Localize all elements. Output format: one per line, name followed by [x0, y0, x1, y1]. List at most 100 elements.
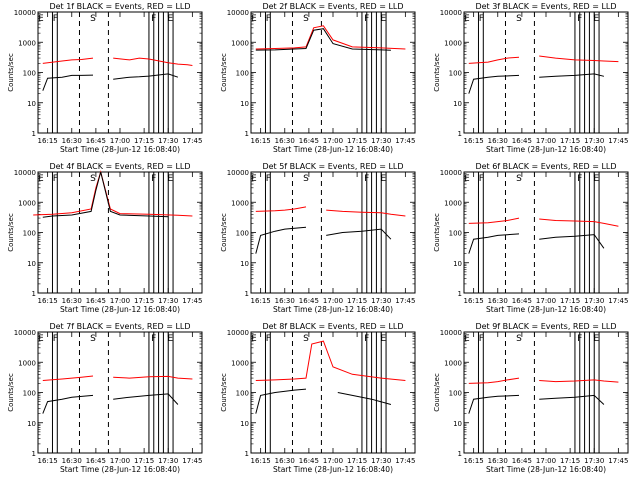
x-tick-label: 16:45 [86, 457, 106, 465]
events-series-line [255, 226, 307, 254]
events-series-line [255, 388, 307, 414]
interval-marker: E [593, 334, 599, 344]
events-series-line [326, 228, 392, 240]
x-tick-label: 17:15 [560, 457, 580, 465]
interval-marker: S [516, 334, 522, 344]
events-series-line [113, 393, 179, 405]
x-tick-label: 16:15 [464, 137, 484, 145]
panel-title: Det 2f BLACK = Events, RED = LLD [262, 2, 403, 11]
y-tick-label: 1000 [18, 39, 36, 47]
y-tick-label: 1 [245, 290, 249, 298]
panel-title: Det 7f BLACK = Events, RED = LLD [49, 322, 190, 331]
x-tick-label: 17:00 [536, 137, 556, 145]
lld-series-line [326, 209, 406, 217]
x-tick-label: 16:30 [275, 457, 295, 465]
y-axis-label: Counts/sec [433, 373, 441, 412]
x-tick-label: 17:15 [347, 297, 367, 305]
y-tick-label: 10000 [14, 329, 36, 337]
lld-series-line [539, 218, 619, 227]
interval-marker: F [53, 174, 58, 184]
y-tick-label: 100 [23, 70, 36, 78]
events-series-line [255, 28, 391, 51]
y-tick-label: 1000 [444, 199, 462, 207]
x-tick-label: 17:00 [110, 137, 130, 145]
events-series-line [42, 74, 94, 91]
interval-marker: F [151, 14, 156, 24]
interval-marker: S [303, 174, 309, 184]
x-axis-label: Start Time (28-Jun-12 16:08:40) [273, 305, 393, 314]
x-tick-label: 16:15 [38, 137, 58, 145]
x-tick-label: 17:30 [371, 297, 391, 305]
interval-marker: E [251, 174, 257, 184]
y-tick-label: 1000 [231, 359, 249, 367]
interval-marker: S [90, 174, 96, 184]
events-series-line [468, 394, 520, 414]
y-tick-label: 10 [453, 100, 462, 108]
x-tick-label: 17:45 [608, 297, 628, 305]
y-tick-label: 1000 [444, 359, 462, 367]
lld-series-line [255, 206, 307, 212]
x-tick-label: 16:30 [275, 297, 295, 305]
interval-marker: F [53, 334, 58, 344]
x-tick-label: 17:15 [347, 137, 367, 145]
x-tick-label: 16:45 [299, 137, 319, 145]
y-tick-label: 1 [245, 130, 249, 138]
x-tick-label: 17:00 [323, 457, 343, 465]
x-tick-label: 17:30 [371, 137, 391, 145]
interval-marker: F [266, 174, 271, 184]
events-series-line [539, 234, 605, 249]
y-tick-label: 1 [32, 290, 36, 298]
interval-marker: F [151, 174, 156, 184]
detector-panel-2: Det 2f BLACK = Events, RED = LLD 1 10 100 10… [220, 2, 416, 154]
y-tick-label: 10000 [440, 169, 462, 177]
y-axis-label: Counts/sec [433, 53, 441, 92]
y-tick-label: 100 [23, 390, 36, 398]
plot-frame [37, 171, 203, 294]
x-tick-label: 16:45 [299, 297, 319, 305]
interval-marker: S [90, 334, 96, 344]
y-tick-label: 10 [240, 100, 249, 108]
lld-series-line [42, 57, 94, 64]
x-tick-label: 17:00 [323, 297, 343, 305]
y-tick-label: 10 [27, 420, 36, 428]
x-tick-label: 17:15 [134, 137, 154, 145]
x-axis-label: Start Time (28-Jun-12 16:08:40) [486, 305, 606, 314]
events-series-line [539, 73, 605, 78]
events-series-line [42, 394, 94, 414]
x-tick-label: 17:30 [584, 137, 604, 145]
y-axis-label: Counts/sec [7, 373, 15, 412]
x-tick-label: 16:30 [62, 457, 82, 465]
x-tick-label: 17:30 [584, 297, 604, 305]
x-tick-label: 16:45 [86, 137, 106, 145]
events-series-line [113, 73, 179, 80]
panel-title: Det 5f BLACK = Events, RED = LLD [262, 162, 403, 171]
x-tick-label: 17:15 [560, 137, 580, 145]
interval-marker: F [364, 174, 369, 184]
x-tick-label: 17:00 [323, 137, 343, 145]
y-tick-label: 1000 [18, 359, 36, 367]
x-tick-label: 17:15 [134, 457, 154, 465]
lld-series-line [468, 377, 520, 384]
detector-panel-5: Det 5f BLACK = Events, RED = LLD 1 10 100 10… [220, 162, 416, 314]
x-axis-label: Start Time (28-Jun-12 16:08:40) [486, 145, 606, 154]
panel-title: Det 8f BLACK = Events, RED = LLD [262, 322, 403, 331]
y-axis-label: Counts/sec [220, 53, 228, 92]
x-tick-label: 17:30 [584, 457, 604, 465]
y-tick-label: 100 [236, 70, 249, 78]
y-tick-label: 10000 [227, 9, 249, 17]
y-tick-label: 1 [32, 450, 36, 458]
interval-marker: F [266, 334, 271, 344]
y-tick-label: 10 [27, 260, 36, 268]
y-tick-label: 10 [453, 260, 462, 268]
x-tick-label: 17:45 [608, 137, 628, 145]
x-tick-label: 16:45 [299, 457, 319, 465]
detector-panel-4: Det 4f BLACK = Events, RED = LLD 1 10 100 10… [7, 162, 203, 314]
y-tick-label: 10000 [440, 9, 462, 17]
detector-panel-6: Det 6f BLACK = Events, RED = LLD 1 10 100 10… [433, 162, 629, 314]
lld-series-line [539, 379, 619, 383]
interval-marker: S [90, 14, 96, 24]
plot-frame [463, 11, 629, 134]
x-tick-label: 16:15 [251, 137, 271, 145]
y-tick-label: 1000 [444, 39, 462, 47]
x-tick-label: 16:45 [512, 137, 532, 145]
